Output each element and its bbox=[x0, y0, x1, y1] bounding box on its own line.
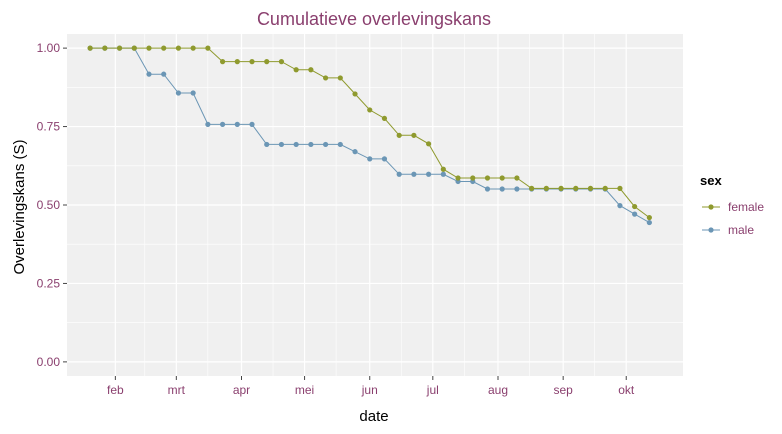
data-point-female bbox=[617, 185, 623, 191]
data-point-female bbox=[322, 75, 329, 81]
x-tick-label: feb bbox=[107, 383, 124, 397]
data-point-female bbox=[337, 75, 343, 81]
y-tick-label: 0.25 bbox=[37, 276, 61, 290]
legend-label-male: male bbox=[728, 223, 754, 237]
data-point-male bbox=[219, 121, 226, 127]
data-point-male bbox=[514, 186, 520, 192]
data-point-female bbox=[426, 141, 432, 147]
data-point-female bbox=[632, 203, 638, 210]
data-point-female bbox=[278, 59, 285, 65]
data-point-male bbox=[190, 90, 196, 96]
data-point-female bbox=[190, 45, 196, 51]
y-tick-label: 0.50 bbox=[37, 198, 61, 212]
data-point-female bbox=[87, 45, 93, 51]
data-point-male bbox=[440, 171, 446, 177]
data-point-female bbox=[440, 166, 446, 172]
y-tick-label: 0.00 bbox=[37, 355, 61, 369]
data-point-male bbox=[308, 141, 314, 148]
data-point-male bbox=[205, 121, 211, 127]
data-point-male bbox=[646, 219, 652, 226]
data-point-female bbox=[249, 59, 255, 65]
data-point-female bbox=[602, 185, 608, 191]
legend-key-point-female bbox=[708, 204, 714, 210]
legend-key-point-male bbox=[708, 227, 714, 233]
data-point-male bbox=[396, 171, 402, 177]
grid-major bbox=[67, 34, 683, 376]
data-point-female bbox=[308, 67, 314, 73]
x-tick-label: jul bbox=[426, 383, 439, 397]
data-point-male bbox=[293, 141, 299, 148]
data-point-male bbox=[278, 141, 285, 148]
data-point-female bbox=[411, 132, 417, 138]
legend-label-female: female bbox=[728, 200, 764, 214]
data-point-female bbox=[396, 132, 402, 138]
data-point-female bbox=[234, 59, 240, 65]
data-point-female bbox=[573, 185, 579, 191]
x-tick-label: mei bbox=[295, 383, 314, 397]
x-tick-label: aug bbox=[488, 383, 508, 397]
data-point-female bbox=[161, 45, 167, 51]
data-point-male bbox=[632, 211, 638, 217]
data-point-male bbox=[322, 141, 329, 148]
data-point-female bbox=[175, 45, 182, 51]
x-axis-title: date bbox=[359, 408, 388, 425]
x-tick-label: jun bbox=[361, 383, 378, 397]
data-point-female bbox=[146, 45, 152, 51]
data-point-female bbox=[484, 175, 491, 181]
data-point-female bbox=[116, 45, 123, 51]
data-point-female bbox=[529, 185, 535, 191]
data-point-female bbox=[352, 91, 358, 97]
x-axis: feb mrt apr mei jun jul aug sep okt bbox=[107, 376, 635, 397]
data-point-male bbox=[367, 156, 373, 162]
data-point-female bbox=[470, 175, 476, 181]
data-point-male bbox=[161, 71, 167, 77]
data-point-female bbox=[587, 185, 594, 191]
series-layer bbox=[87, 45, 652, 226]
data-point-female bbox=[367, 107, 373, 113]
data-point-female bbox=[499, 175, 505, 181]
data-point-male bbox=[337, 141, 343, 148]
data-point-female bbox=[102, 45, 108, 51]
data-point-female bbox=[293, 67, 299, 73]
data-point-male bbox=[249, 121, 255, 127]
data-point-female bbox=[264, 59, 270, 65]
data-point-male bbox=[499, 186, 505, 192]
data-point-male bbox=[617, 203, 623, 209]
data-point-female bbox=[558, 185, 564, 191]
legend-title: sex bbox=[700, 173, 722, 188]
data-point-female bbox=[381, 115, 388, 122]
data-point-female bbox=[219, 59, 226, 65]
data-point-male bbox=[234, 121, 240, 127]
data-point-female bbox=[514, 175, 520, 181]
y-axis: 0.00 0.25 0.50 0.75 1.00 bbox=[37, 41, 67, 369]
legend: sex female male bbox=[700, 173, 764, 237]
chart-title: Cumulatieve overlevingskans bbox=[257, 9, 491, 29]
data-point-female bbox=[131, 45, 137, 51]
y-tick-label: 1.00 bbox=[37, 41, 61, 55]
data-point-male bbox=[411, 171, 417, 177]
data-point-male bbox=[484, 186, 491, 192]
data-point-female bbox=[455, 175, 461, 181]
data-point-male bbox=[426, 171, 432, 177]
data-point-female bbox=[543, 185, 549, 191]
x-tick-label: apr bbox=[233, 383, 250, 397]
data-point-female bbox=[205, 45, 211, 51]
x-tick-label: sep bbox=[553, 383, 573, 397]
y-tick-label: 0.75 bbox=[37, 120, 61, 134]
y-axis-title: Overlevingskans (S) bbox=[11, 139, 28, 274]
x-tick-label: mrt bbox=[168, 383, 186, 397]
data-point-male bbox=[175, 90, 182, 96]
data-point-male bbox=[352, 149, 358, 155]
x-tick-label: okt bbox=[618, 383, 635, 397]
data-point-male bbox=[381, 156, 388, 162]
data-point-male bbox=[264, 141, 270, 148]
data-point-female bbox=[646, 214, 652, 221]
data-point-male bbox=[146, 71, 152, 77]
